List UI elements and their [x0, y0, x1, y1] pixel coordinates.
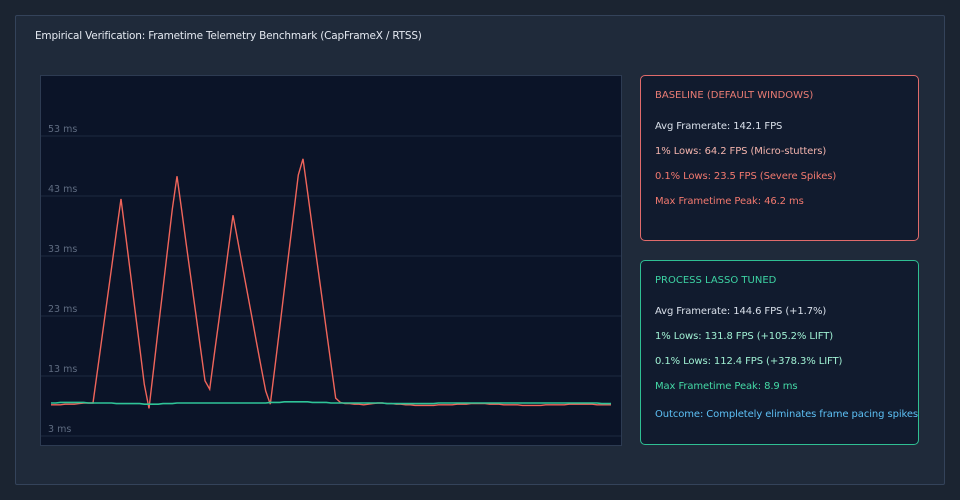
y-tick-label: 43 ms: [48, 184, 77, 195]
tuned-max-frametime: Max Frametime Peak: 8.9 ms: [655, 381, 798, 392]
tuned-heading: PROCESS LASSO TUNED: [655, 275, 777, 286]
y-tick-label: 53 ms: [48, 124, 77, 135]
baseline-01-percent-lows: 0.1% Lows: 23.5 FPS (Severe Spikes): [655, 171, 837, 182]
tuned-1-percent-lows: 1% Lows: 131.8 FPS (+105.2% LIFT): [655, 331, 834, 342]
baseline-card: BASELINE (DEFAULT WINDOWS) Avg Framerate…: [640, 75, 919, 241]
tuned-card: PROCESS LASSO TUNED Avg Framerate: 144.6…: [640, 260, 919, 445]
benchmark-panel: Empirical Verification: Frametime Teleme…: [15, 15, 945, 485]
tuned-outcome: Outcome: Completely eliminates frame pac…: [655, 409, 918, 420]
y-tick-label: 23 ms: [48, 304, 77, 315]
y-tick-label: 13 ms: [48, 364, 77, 375]
frametime-chart-svg: 3 ms 13 ms 23 ms 33 ms 43 ms 53 ms: [41, 124, 621, 437]
tuned-frametime-line: [51, 400, 611, 406]
y-tick-label: 33 ms: [48, 244, 77, 255]
frametime-chart: 3 ms 13 ms 23 ms 33 ms 43 ms 53 ms: [40, 75, 622, 446]
baseline-1-percent-lows: 1% Lows: 64.2 FPS (Micro-stutters): [655, 146, 827, 157]
y-tick-label: 3 ms: [48, 424, 71, 435]
panel-title: Empirical Verification: Frametime Teleme…: [35, 30, 422, 42]
baseline-frametime-line: [51, 158, 611, 409]
baseline-heading: BASELINE (DEFAULT WINDOWS): [655, 90, 814, 101]
tuned-avg-framerate: Avg Framerate: 144.6 FPS (+1.7%): [655, 306, 827, 317]
baseline-avg-framerate: Avg Framerate: 142.1 FPS: [655, 121, 783, 132]
tuned-01-percent-lows: 0.1% Lows: 112.4 FPS (+378.3% LIFT): [655, 356, 843, 367]
baseline-max-frametime: Max Frametime Peak: 46.2 ms: [655, 196, 804, 207]
